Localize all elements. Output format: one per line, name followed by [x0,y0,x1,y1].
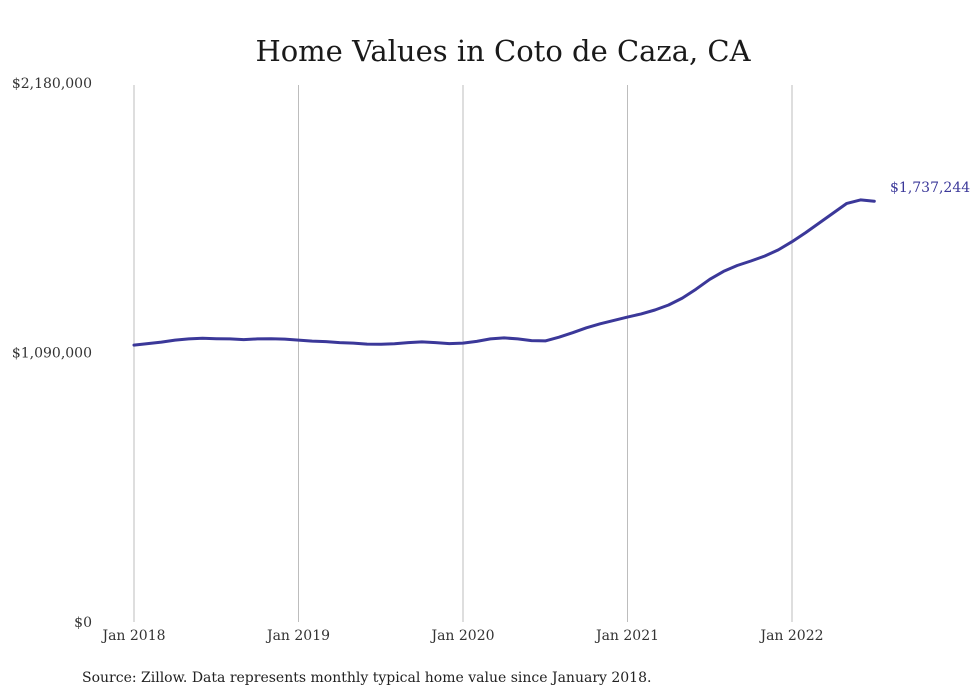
y-tick-label: $1,090,000 [12,346,92,362]
y-axis: $2,180,000 $1,090,000 $0 [12,76,92,631]
x-tick-label: Jan 2018 [100,628,165,644]
series-line-home-value [132,198,876,347]
x-tick-label: Jan 2020 [429,628,494,644]
x-axis: Jan 2018 Jan 2019 Jan 2020 Jan 2021 Jan 2022 [100,628,823,644]
chart-title: Home Values in Coto de Caza, CA [255,34,751,68]
y-tick-label: $0 [74,615,92,631]
x-tick-label: Jan 2019 [265,628,330,644]
x-tick-label: Jan 2021 [594,628,659,644]
source-note: Source: Zillow. Data represents monthly … [82,670,651,686]
end-value-label: $1,737,244 [890,180,970,196]
x-tick-label: Jan 2022 [758,628,823,644]
y-tick-label: $2,180,000 [12,76,92,92]
gridlines [133,85,793,622]
